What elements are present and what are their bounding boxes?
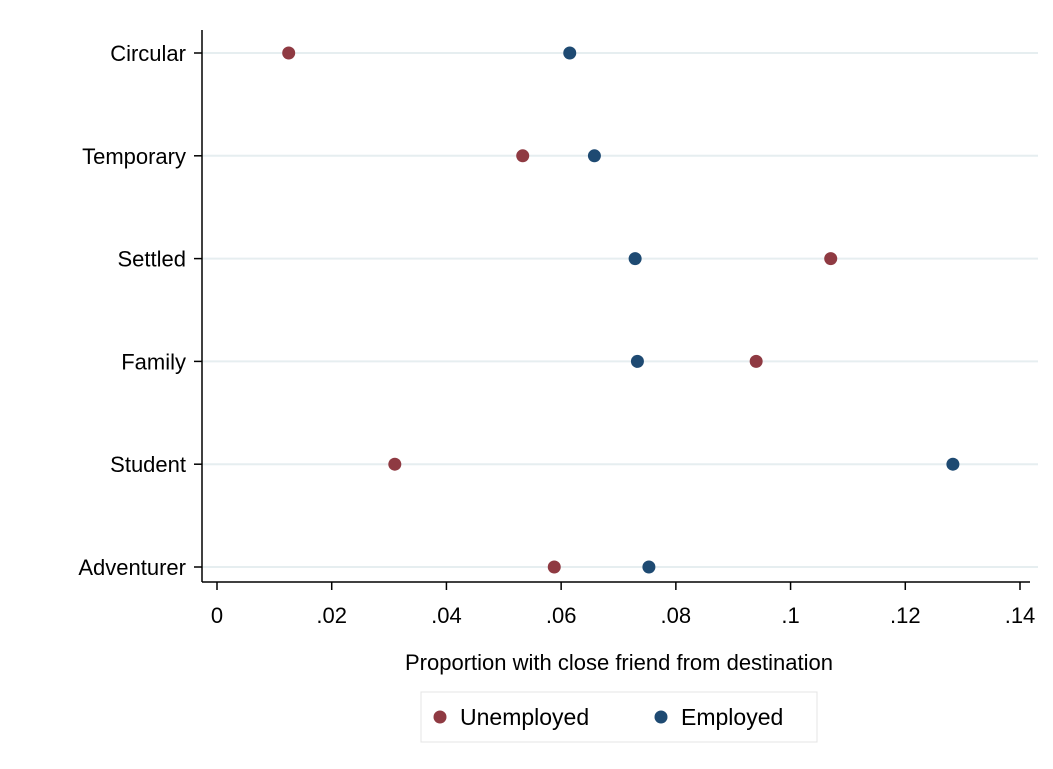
x-tick-label-4: .08 [661,603,692,628]
point-employed-circular [563,46,577,60]
y-tick-label-settled: Settled [118,247,187,272]
legend-label-employed: Employed [681,704,783,730]
axes [201,30,1030,583]
point-unemployed-student [388,457,402,471]
x-tick-label-5: .1 [781,603,799,628]
point-employed-student [946,457,960,471]
point-employed-adventurer [642,560,656,574]
x-tick-label-3: .06 [546,603,577,628]
point-employed-temporary [587,149,601,163]
y-tick-label-temporary: Temporary [82,144,186,169]
point-employed-settled [628,252,642,266]
y-tick-label-family: Family [121,349,186,374]
legend-label-unemployed: Unemployed [460,704,589,730]
y-tick-label-adventurer: Adventurer [78,555,186,580]
point-unemployed-adventurer [547,560,561,574]
point-unemployed-family [749,354,763,368]
legend-marker-unemployed [433,710,447,724]
point-unemployed-circular [282,46,296,60]
y-tick-label-student: Student [110,452,186,477]
legend-box [420,691,818,743]
y-axis-ticks: Circular Temporary Settled Family Student Adv… [78,41,202,580]
x-tick-label-6: .12 [890,603,921,628]
x-tick-label-0: 0 [211,603,223,628]
x-tick-label-7: .14 [1005,603,1036,628]
data-points [282,46,960,574]
point-unemployed-temporary [516,149,530,163]
x-axis-ticks: 0 .02 .04 .06 .08 .1 .12 .14 [211,582,1035,628]
point-employed-family [630,354,644,368]
y-tick-label-circular: Circular [110,41,186,66]
grid-lines [202,52,1038,568]
x-tick-label-2: .04 [431,603,462,628]
x-axis-title: Proportion with close friend from destin… [405,650,833,675]
legend: Unemployed Employed [420,691,818,743]
x-tick-label-1: .02 [316,603,347,628]
point-unemployed-settled [824,252,838,266]
legend-marker-employed [654,710,668,724]
